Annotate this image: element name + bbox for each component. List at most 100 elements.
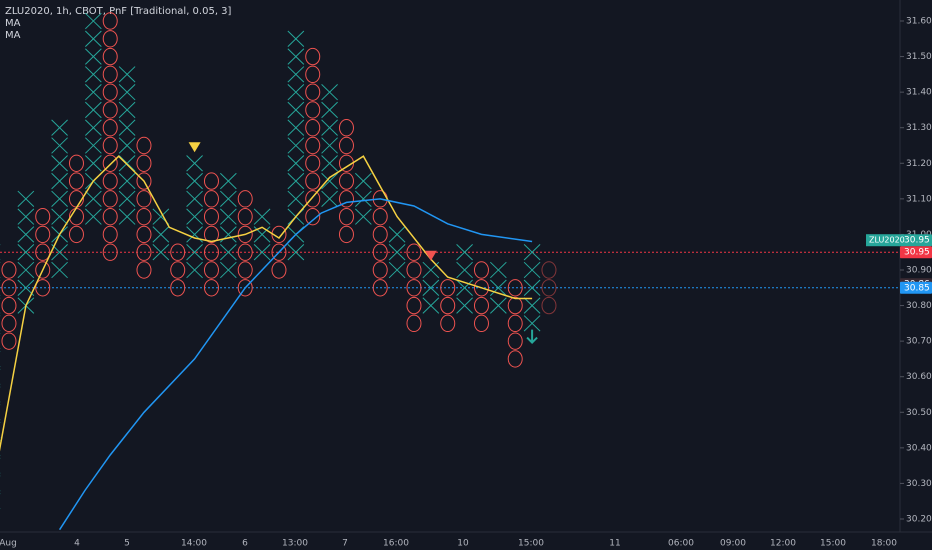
o-box: [203, 279, 219, 297]
o-box: [338, 207, 354, 226]
o-box: [305, 172, 321, 190]
o-box: [170, 279, 186, 297]
x-box: [388, 226, 406, 243]
o-box: [541, 279, 557, 297]
x-box: [253, 244, 271, 261]
x-tick-label: 13:00: [282, 539, 308, 549]
o-box: [305, 190, 321, 208]
x-box: [355, 190, 372, 208]
x-box: [523, 297, 541, 314]
o-box: [68, 225, 84, 244]
x-tick-label: 16:00: [383, 539, 409, 549]
x-box: [456, 244, 473, 261]
o-box: [35, 207, 51, 226]
o-box: [305, 119, 321, 137]
o-box: [136, 154, 152, 172]
o-column: [440, 279, 456, 333]
o-box: [372, 225, 388, 244]
x-box: [51, 119, 68, 136]
x-box: [456, 297, 473, 314]
o-box: [203, 172, 219, 190]
o-box: [203, 207, 219, 226]
x-box: [51, 155, 68, 172]
o-box: [271, 261, 287, 279]
o-box: [102, 47, 118, 66]
x-box: [85, 48, 102, 65]
o-column: [136, 136, 152, 279]
o-box: [1, 332, 17, 350]
o-box: [170, 243, 186, 261]
x-box: [287, 48, 305, 65]
x-box: [17, 261, 35, 279]
x-box: [422, 279, 440, 296]
x-column: [220, 172, 237, 279]
x-box: [85, 30, 102, 47]
o-box: [541, 261, 557, 279]
o-box: [338, 119, 354, 137]
y-tick-label: 31.10: [906, 194, 932, 204]
x-box: [51, 190, 68, 208]
y-tick-label: 30.60: [906, 372, 932, 382]
x-box: [287, 244, 305, 261]
x-box: [51, 172, 68, 190]
x-box: [253, 208, 271, 225]
signal-triangle: [188, 142, 201, 153]
x-box: [85, 101, 102, 119]
o-box: [372, 207, 388, 226]
x-box: [186, 190, 203, 208]
o-box: [372, 279, 388, 297]
x-column: [490, 261, 507, 314]
x-box: [118, 208, 136, 225]
o-box: [406, 243, 422, 261]
x-box: [118, 155, 136, 172]
y-tick-label: 30.40: [906, 443, 932, 453]
o-box: [102, 136, 118, 155]
x-box: [490, 279, 507, 296]
o-column: [305, 47, 321, 226]
o-box: [1, 314, 17, 333]
price-tag: [900, 281, 932, 294]
x-tick-label: 09:00: [720, 539, 746, 549]
x-tick-label: 14:00: [181, 539, 207, 549]
x-box: [186, 208, 203, 225]
x-box: [287, 119, 305, 136]
x-box: [17, 190, 35, 208]
x-box: [118, 119, 136, 136]
x-box: [287, 30, 305, 47]
x-tick-label: 06:00: [668, 539, 694, 549]
o-box: [102, 83, 118, 101]
x-tick-label: 15:00: [518, 539, 544, 549]
x-box: [456, 279, 473, 296]
y-tick-label: 31.60: [906, 17, 932, 27]
x-box: [287, 137, 305, 154]
o-box: [136, 225, 152, 244]
x-box: [321, 155, 338, 172]
o-box: [440, 314, 456, 333]
x-box: [523, 244, 541, 261]
o-box: [203, 190, 219, 208]
o-box: [102, 30, 118, 48]
y-tick-label: 30.30: [906, 479, 932, 489]
o-column: [541, 261, 557, 315]
o-column: [170, 243, 186, 297]
x-box: [17, 208, 35, 225]
o-box: [1, 261, 17, 279]
x-box: [287, 190, 305, 208]
y-tick-label: 30.80: [906, 301, 932, 311]
x-box: [17, 226, 35, 243]
x-tick-label: 7: [342, 539, 348, 549]
x-box: [186, 172, 203, 190]
x-box: [186, 244, 203, 261]
y-tick-label: 30.20: [906, 515, 932, 525]
x-box: [422, 297, 440, 314]
x-box: [118, 66, 136, 83]
x-column: [152, 208, 170, 261]
x-box: [118, 137, 136, 154]
o-box: [406, 314, 422, 333]
x-box: [321, 83, 338, 101]
o-box: [338, 172, 354, 190]
o-box: [507, 296, 523, 315]
o-box: [473, 279, 489, 297]
